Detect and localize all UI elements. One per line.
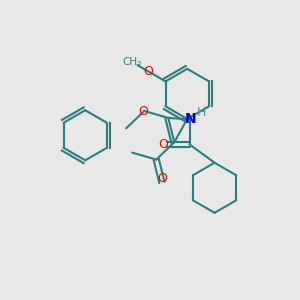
Text: O: O	[144, 65, 153, 78]
Text: O: O	[157, 172, 167, 185]
Text: N: N	[184, 112, 196, 126]
Text: O: O	[158, 138, 168, 151]
Text: H: H	[197, 106, 207, 119]
Text: CH₃: CH₃	[122, 57, 142, 67]
Text: O: O	[138, 105, 148, 118]
